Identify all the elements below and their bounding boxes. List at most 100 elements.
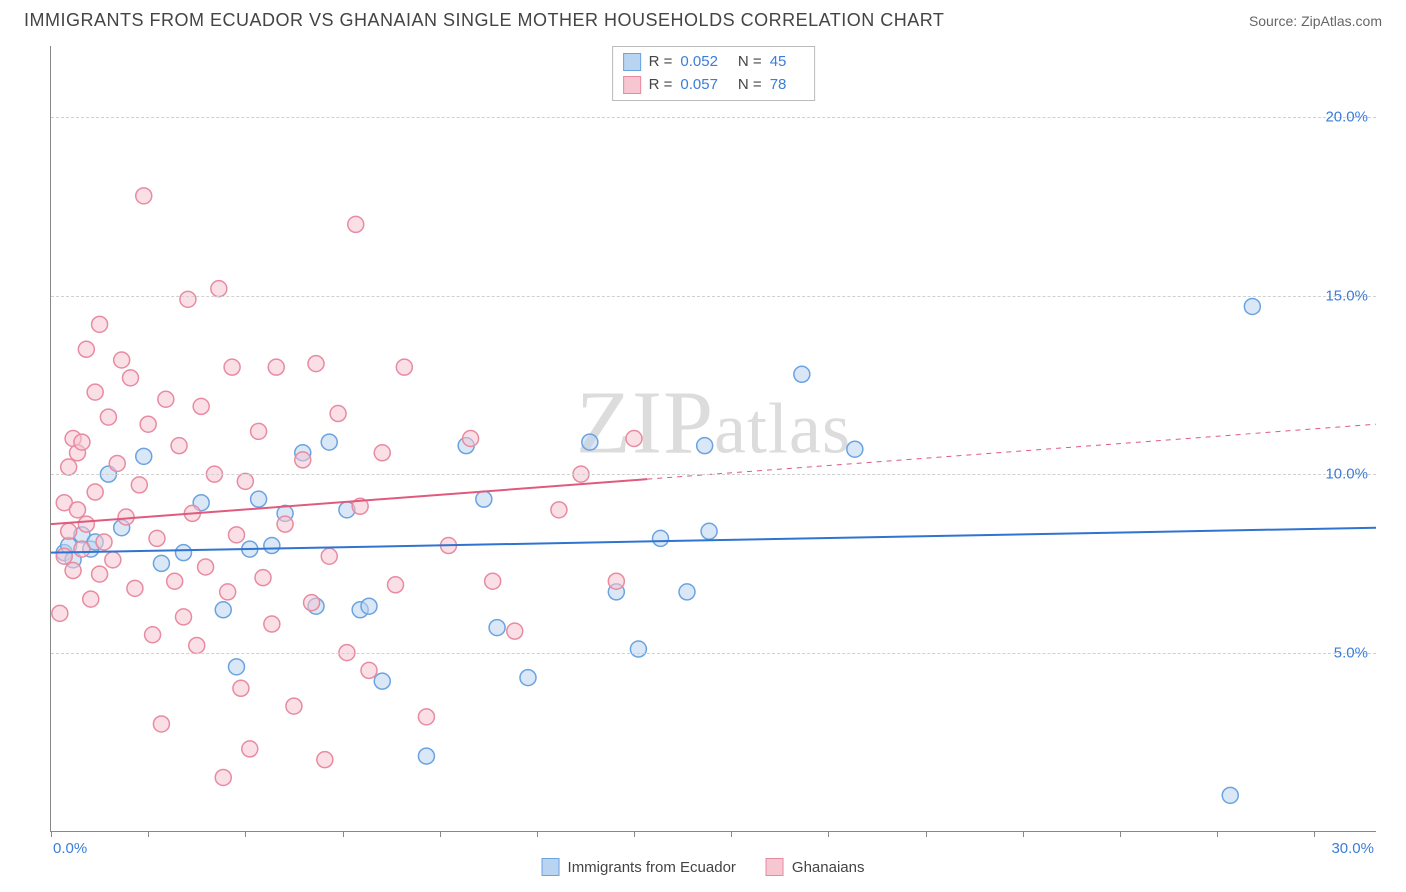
legend-label: Immigrants from Ecuador [568,859,736,876]
scatter-point [697,438,713,454]
scatter-point [304,595,320,611]
scatter-plot-svg [51,46,1376,831]
scatter-point [374,445,390,461]
r-label: R = [649,51,673,74]
scatter-point [176,545,192,561]
scatter-point [485,573,501,589]
legend-item: Immigrants from Ecuador [542,858,736,876]
scatter-point [507,623,523,639]
scatter-point [193,398,209,414]
chart-header: IMMIGRANTS FROM ECUADOR VS GHANAIAN SING… [0,0,1406,37]
scatter-point [136,188,152,204]
x-axis-max-label: 30.0% [1331,840,1374,857]
legend-swatch [623,53,641,71]
scatter-point [308,356,324,372]
scatter-point [321,434,337,450]
source-link[interactable]: ZipAtlas.com [1301,13,1382,29]
scatter-point [74,541,90,557]
n-label: N = [738,74,762,97]
scatter-point [489,620,505,636]
scatter-point [65,563,81,579]
scatter-point [198,559,214,575]
gridline-horizontal [51,117,1376,118]
scatter-point [679,584,695,600]
chart-title: IMMIGRANTS FROM ECUADOR VS GHANAIAN SING… [24,10,944,31]
scatter-point [348,216,364,232]
scatter-point [374,673,390,689]
scatter-point [96,534,112,550]
y-tick-label: 15.0% [1325,287,1368,304]
scatter-point [396,359,412,375]
scatter-point [140,416,156,432]
y-tick-label: 5.0% [1334,644,1368,661]
scatter-point [114,352,130,368]
gridline-horizontal [51,296,1376,297]
scatter-point [388,577,404,593]
scatter-point [131,477,147,493]
y-tick-label: 10.0% [1325,466,1368,483]
scatter-point [295,452,311,468]
scatter-point [87,484,103,500]
scatter-point [153,716,169,732]
scatter-point [582,434,598,450]
scatter-point [520,670,536,686]
scatter-point [268,359,284,375]
x-tick [1023,831,1024,837]
scatter-point [418,748,434,764]
scatter-point [286,698,302,714]
scatter-point [87,384,103,400]
scatter-point [1244,298,1260,314]
x-tick [51,831,52,837]
scatter-point [233,680,249,696]
n-value: 78 [770,74,787,97]
stats-row: R = 0.057 N = 78 [623,74,799,97]
n-label: N = [738,51,762,74]
scatter-point [211,281,227,297]
legend-label: Ghanaians [792,859,865,876]
scatter-point [56,548,72,564]
stats-row: R =0.052N =45 [623,51,799,74]
scatter-point [330,406,346,422]
scatter-point [145,627,161,643]
scatter-point [251,491,267,507]
chart-plot-area: ZIPatlas R =0.052N =45R =0.057N =78 0.0%… [50,46,1376,832]
x-tick [828,831,829,837]
gridline-horizontal [51,653,1376,654]
scatter-point [127,580,143,596]
scatter-point [100,409,116,425]
scatter-point [215,769,231,785]
legend-item: Ghanaians [766,858,865,876]
scatter-point [215,602,231,618]
scatter-point [70,502,86,518]
scatter-point [361,598,377,614]
scatter-point [149,530,165,546]
r-label: R = [649,74,673,97]
scatter-point [92,566,108,582]
scatter-point [78,341,94,357]
scatter-point [105,552,121,568]
x-tick [245,831,246,837]
legend-swatch [766,858,784,876]
r-value: 0.057 [680,74,718,97]
scatter-point [264,538,280,554]
x-tick [440,831,441,837]
x-tick [148,831,149,837]
scatter-point [123,370,139,386]
n-value: 45 [770,51,787,74]
scatter-point [418,709,434,725]
scatter-point [74,434,90,450]
scatter-point [255,570,271,586]
scatter-point [61,459,77,475]
scatter-point [109,455,125,471]
scatter-point [158,391,174,407]
legend-swatch [542,858,560,876]
scatter-point [61,523,77,539]
x-tick [1120,831,1121,837]
gridline-horizontal [51,474,1376,475]
x-tick [731,831,732,837]
scatter-point [608,573,624,589]
scatter-point [180,291,196,307]
x-tick [1314,831,1315,837]
x-tick [634,831,635,837]
scatter-point [92,316,108,332]
